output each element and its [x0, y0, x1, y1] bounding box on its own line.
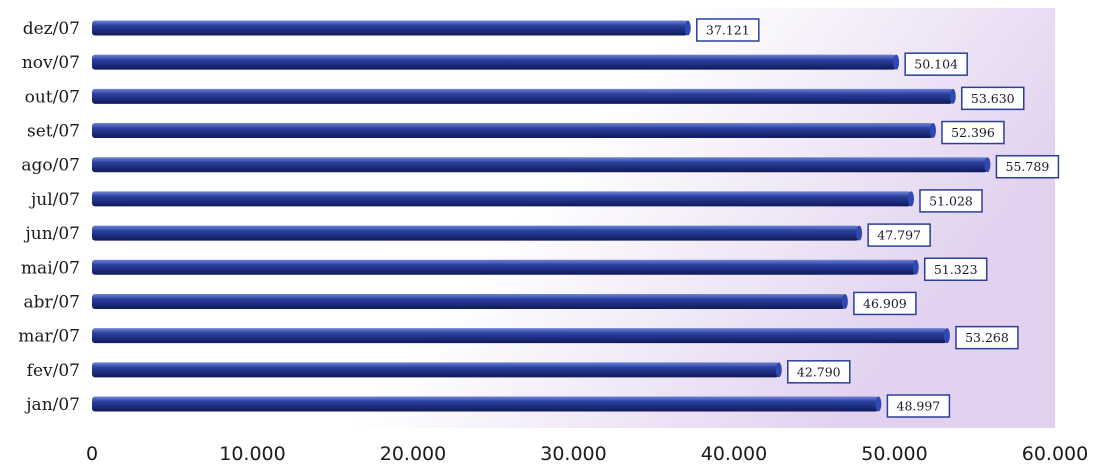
category-label: jan/07 [24, 395, 80, 415]
data-label: 37.121 [706, 23, 750, 38]
category-label: abr/07 [23, 292, 80, 312]
bar-abr/07 [92, 293, 845, 309]
bar-cap-abr/07 [841, 293, 848, 309]
category-label: nov/07 [22, 53, 80, 73]
data-label: 51.028 [929, 193, 973, 208]
data-label-box [923, 257, 988, 282]
bar-cap-jul/07 [907, 191, 914, 207]
bar-dez/07 [92, 20, 688, 36]
data-label-box [955, 325, 1019, 350]
x-tick-label: 0 [86, 443, 98, 465]
x-tick-label: 20.000 [380, 443, 446, 465]
bar-cap-jun/07 [856, 225, 863, 241]
data-label: 48.997 [897, 399, 941, 414]
data-label: 46.909 [863, 296, 907, 311]
x-tick-label: 10.000 [219, 443, 285, 465]
data-label-box [696, 18, 760, 42]
category-label: mai/07 [21, 258, 80, 278]
data-label-box [904, 52, 968, 76]
bar-jul/07 [92, 191, 911, 207]
bar-fev/07 [92, 362, 779, 378]
plot-background [92, 8, 1055, 428]
x-tick-label: 60.000 [1022, 443, 1088, 465]
bar-jun/07 [92, 225, 860, 241]
data-label-box [787, 360, 851, 384]
category-label: ago/07 [21, 156, 80, 176]
data-label: 55.789 [1006, 159, 1050, 174]
data-label: 53.630 [971, 91, 1015, 106]
data-label-box [867, 223, 931, 247]
bar-jan/07 [92, 396, 879, 412]
data-label: 50.104 [914, 57, 958, 72]
data-label-box [941, 120, 1005, 145]
category-label: fev/07 [27, 361, 80, 381]
bar-cap-dez/07 [684, 20, 691, 36]
category-label: set/07 [27, 122, 80, 142]
category-label: jun/07 [23, 224, 80, 244]
data-label: 52.396 [951, 125, 995, 140]
bar-cap-ago/07 [984, 157, 991, 173]
x-tick-labels-group: 0 10.000 20.000 30.000 40.000 50.000 60.000 [86, 443, 1088, 465]
bar-out/07 [92, 88, 953, 104]
x-tick-label: 40.000 [701, 443, 767, 465]
x-tick-label: 30.000 [540, 443, 606, 465]
data-label: 51.323 [934, 262, 978, 277]
category-label: dez/07 [23, 19, 80, 39]
category-labels-group: jan/07 fev/07 mar/07 abr/07 mai/07 jun/07 jul/… [18, 19, 80, 415]
bar-nov/07 [92, 54, 897, 70]
category-label: jul/07 [29, 190, 80, 210]
data-label: 42.790 [797, 364, 841, 379]
data-label-box [919, 189, 983, 213]
bar-mai/07 [92, 259, 916, 275]
category-label: out/07 [25, 87, 80, 107]
x-tick-label: 50.000 [861, 443, 927, 465]
bar-cap-fev/07 [775, 362, 782, 378]
data-labels-group: 48.997 42.790 53.268 46.909 51.323 47.797 51.0… [696, 18, 1060, 418]
bar-cap-jan/07 [875, 396, 882, 412]
bar-cap-nov/07 [893, 54, 900, 70]
data-label: 53.268 [965, 330, 1009, 345]
data-label-box [995, 154, 1060, 179]
bar-cap-mar/07 [943, 328, 950, 344]
bars-group [92, 20, 991, 412]
data-label-box [853, 291, 917, 316]
bar-cap-mai/07 [912, 259, 919, 275]
category-label: mar/07 [18, 327, 80, 347]
bar-cap-out/07 [949, 88, 956, 104]
bar-ago/07 [92, 157, 988, 173]
data-label-box [961, 86, 1025, 111]
bar-set/07 [92, 123, 933, 139]
data-label: 47.797 [877, 228, 921, 243]
bar-mar/07 [92, 328, 947, 344]
data-label-box [886, 394, 951, 418]
bar-cap-set/07 [929, 123, 936, 139]
